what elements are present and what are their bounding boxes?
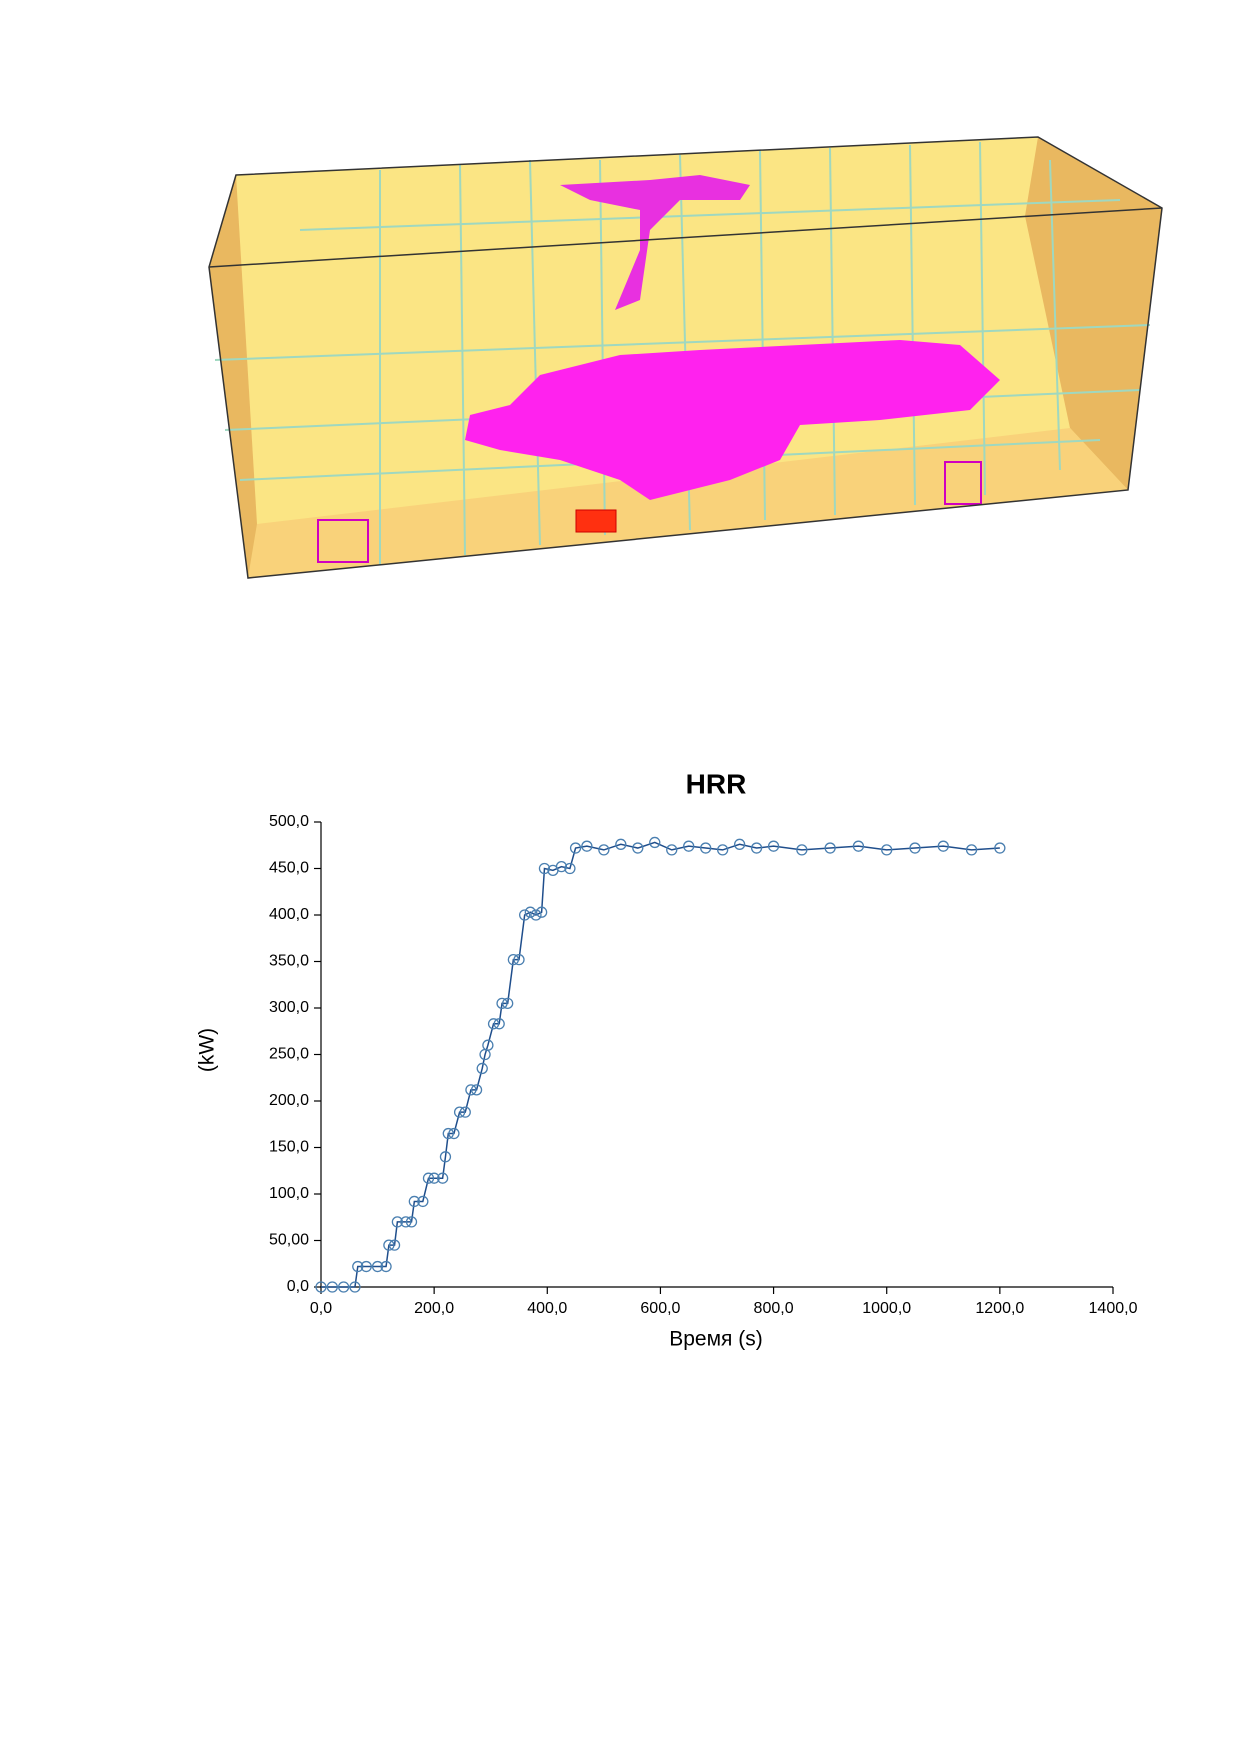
data-point [937,840,949,852]
data-point [632,842,644,854]
x-tick-label: 1200,0 [975,1300,1024,1317]
x-tick-label: 1000,0 [862,1300,911,1317]
data-point [649,836,661,849]
x-tick-label: 1400,0 [1089,1300,1138,1317]
data-point [502,997,514,1009]
data-point [615,838,627,850]
x-tick-label: 600,0 [640,1300,680,1317]
data-point [417,1195,429,1208]
data-point [442,1127,454,1140]
data-point [507,953,519,966]
y-tick-label: 250,0 [269,1046,309,1063]
data-point [383,1239,395,1251]
data-point [524,906,536,918]
data-point [439,1151,452,1163]
data-point [666,844,678,856]
data-point [538,862,551,875]
data-point [400,1216,412,1228]
data-point [465,1084,477,1096]
y-tick-label: 0,0 [287,1278,309,1295]
data-line [321,841,1000,1288]
x-tick-label: 400,0 [527,1300,567,1317]
data-point [796,844,808,856]
right-wall [1025,137,1162,490]
smoke-plume [560,175,750,310]
data-point [422,1172,435,1184]
data-point [598,844,610,856]
data-point [564,862,576,875]
data-point [581,840,593,852]
data-point [824,842,836,854]
data-point [909,842,921,854]
data-point [436,1172,449,1184]
data-point [371,1260,384,1273]
data-point [482,1039,494,1051]
data-point [428,1172,440,1184]
data-point [493,1018,505,1030]
chart-title: HRR [686,768,747,799]
data-point [555,860,568,873]
x-tick-label: 800,0 [754,1300,794,1317]
data-point [496,997,508,1009]
data-point [453,1106,466,1118]
y-tick-label: 350,0 [269,953,309,970]
data-point [337,1281,350,1293]
y-axis-label: (kW) [196,1028,219,1072]
data-point [405,1216,418,1228]
y-tick-label: 500,0 [269,813,309,830]
data-point [487,1018,500,1030]
y-tick-label: 450,0 [269,860,309,877]
data-point [380,1260,392,1273]
data-point [717,844,729,856]
data-point [569,842,582,854]
y-tick-label: 400,0 [269,906,309,923]
x-tick-label: 200,0 [414,1300,454,1317]
data-point [315,1281,327,1293]
fire-source [575,509,617,533]
data-point [530,909,542,921]
data-point [459,1106,471,1118]
box-outline [208,136,1163,579]
data-point [683,840,695,852]
y-tick-label: 100,0 [269,1185,309,1202]
data-point [391,1216,404,1228]
y-tick-label: 200,0 [269,1092,309,1109]
data-point [994,842,1006,854]
y-tick-label: 50,00 [269,1232,309,1249]
data-point [733,838,746,850]
data-point [360,1260,372,1273]
data-point [852,840,865,852]
y-tick-label: 300,0 [269,999,309,1016]
data-point [388,1239,401,1251]
left-wall [209,175,257,578]
data-point [349,1281,361,1293]
data-point [352,1260,364,1273]
data-point [476,1062,488,1075]
data-point [965,844,978,856]
data-point [326,1281,338,1293]
data-point [535,906,548,918]
data-point [750,842,763,854]
y-tick-label: 150,0 [269,1139,309,1156]
data-point [767,840,780,852]
data-point [470,1084,483,1096]
x-axis-label: Время (s) [669,1328,763,1351]
door [944,461,982,505]
smoke-layer [465,340,1000,500]
data-point [513,953,525,966]
data-point [408,1195,420,1208]
x-tick-label: 0,0 [310,1300,332,1317]
data-point [519,909,531,921]
edge [208,207,1163,268]
data-point [881,844,893,856]
door [317,519,369,563]
render-3d [208,136,1163,579]
data-point [700,842,712,854]
data-point [448,1127,460,1140]
floor [248,428,1128,578]
